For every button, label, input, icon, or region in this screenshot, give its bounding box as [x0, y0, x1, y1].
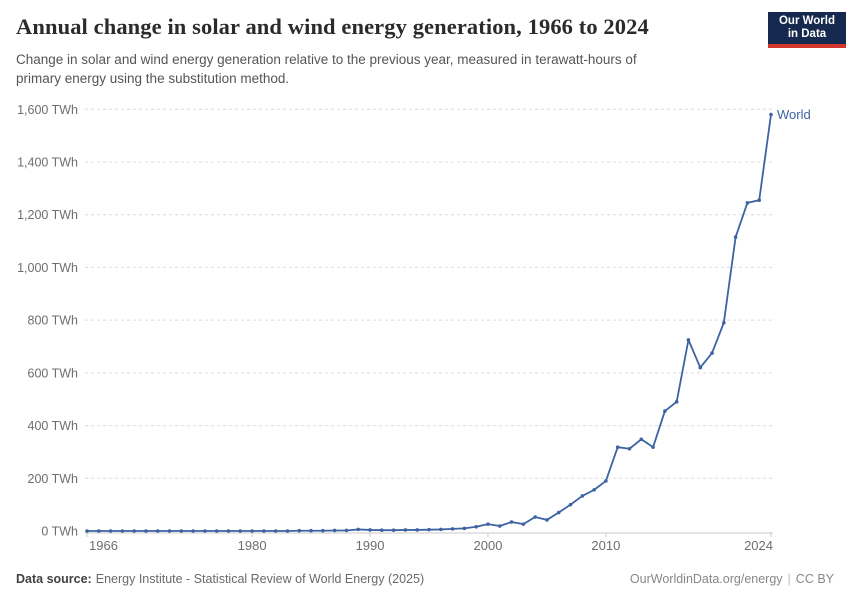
data-point[interactable]: [686, 338, 691, 342]
data-point[interactable]: [155, 529, 160, 533]
data-point[interactable]: [627, 446, 632, 451]
data-point[interactable]: [356, 527, 361, 532]
data-point[interactable]: [262, 529, 266, 533]
x-axis-tick-label: 1980: [238, 538, 267, 553]
data-point[interactable]: [120, 529, 125, 533]
data-point[interactable]: [167, 529, 172, 533]
footer-divider: |: [787, 572, 791, 586]
data-point[interactable]: [757, 198, 762, 202]
series-end-label[interactable]: World: [777, 107, 811, 122]
data-point[interactable]: [297, 528, 302, 533]
x-axis-tick-label: 2024: [744, 538, 773, 553]
data-point[interactable]: [214, 529, 219, 533]
data-point[interactable]: [450, 527, 455, 531]
data-point[interactable]: [438, 527, 443, 532]
owid-url-link[interactable]: OurWorldinData.org/energy: [629, 572, 783, 586]
data-point[interactable]: [321, 528, 325, 533]
line-chart: 0 TWh 200 TWh 400 TWh 600 TWh 800 TWh 1,000 T…: [17, 103, 811, 553]
data-point[interactable]: [674, 400, 679, 404]
data-point[interactable]: [486, 522, 490, 526]
y-axis-tick-label: 200 TWh: [28, 472, 79, 486]
data-point[interactable]: [285, 529, 290, 533]
trend-line: [86, 113, 772, 532]
data-point[interactable]: [769, 112, 773, 117]
data-point[interactable]: [462, 526, 467, 531]
chart-subtitle: Change in solar and wind energy generati…: [16, 52, 637, 87]
y-axis-tick-label: 1,200 TWh: [17, 208, 78, 222]
data-point[interactable]: [545, 518, 549, 522]
data-point[interactable]: [391, 528, 396, 533]
data-point[interactable]: [415, 528, 420, 532]
chart-title: Annual change in solar and wind energy g…: [16, 14, 649, 39]
data-point[interactable]: [250, 529, 254, 533]
y-axis-tick-label: 0 TWh: [41, 525, 78, 539]
data-point[interactable]: [203, 529, 207, 533]
data-point[interactable]: [722, 320, 726, 325]
data-point[interactable]: [403, 528, 408, 532]
data-point[interactable]: [108, 529, 113, 533]
y-axis-tick-label: 800 TWh: [28, 314, 79, 328]
data-source-text: Energy Institute - Statistical Review of…: [95, 572, 425, 586]
data-point[interactable]: [144, 529, 148, 533]
x-axis-tick-label: 2000: [474, 538, 503, 553]
x-axis-tick-label: 1990: [356, 538, 385, 553]
license-link[interactable]: CC BY: [795, 572, 834, 586]
owid-logo-line2: in Data: [787, 28, 827, 40]
y-axis-tick-label: 400 TWh: [28, 419, 79, 433]
data-point[interactable]: [615, 445, 620, 449]
data-point[interactable]: [639, 437, 644, 442]
data-point[interactable]: [651, 445, 655, 449]
data-point[interactable]: [521, 522, 526, 526]
data-point[interactable]: [698, 365, 703, 370]
data-point[interactable]: [309, 528, 313, 533]
data-point[interactable]: [191, 529, 195, 533]
y-axis-tick-label: 600 TWh: [28, 366, 79, 380]
data-point[interactable]: [380, 528, 384, 533]
footer-right: OurWorldinData.org/energy | CC BY: [630, 572, 834, 586]
owid-logo[interactable]: Our World in Data: [768, 12, 846, 48]
data-point[interactable]: [663, 409, 667, 413]
data-point[interactable]: [580, 494, 585, 498]
data-point[interactable]: [368, 528, 372, 532]
data-point[interactable]: [332, 528, 337, 533]
data-point[interactable]: [226, 529, 231, 533]
data-point[interactable]: [96, 529, 101, 533]
x-axis-tick-label: 1966: [89, 538, 118, 553]
y-axis-tick-label: 1,000 TWh: [17, 261, 78, 275]
y-axis-tick-label: 1,400 TWh: [17, 155, 78, 169]
data-source: Data source: Energy Institute - Statistic…: [16, 572, 424, 586]
data-point[interactable]: [474, 524, 478, 529]
data-point[interactable]: [497, 524, 502, 528]
data-point[interactable]: [745, 201, 750, 205]
data-point[interactable]: [344, 528, 349, 533]
data-point[interactable]: [238, 529, 243, 533]
data-source-label: Data source:: [16, 572, 92, 586]
data-point[interactable]: [592, 488, 596, 492]
data-point[interactable]: [85, 529, 89, 533]
data-point[interactable]: [509, 520, 514, 524]
data-point[interactable]: [273, 529, 278, 533]
data-point[interactable]: [132, 529, 136, 533]
data-point[interactable]: [568, 502, 573, 507]
data-point[interactable]: [427, 527, 431, 532]
data-point[interactable]: [604, 479, 608, 483]
data-point[interactable]: [556, 510, 561, 515]
y-axis-tick-label: 1,600 TWh: [17, 103, 78, 117]
data-point[interactable]: [733, 235, 738, 239]
data-point[interactable]: [533, 515, 537, 519]
x-axis-tick-label: 2010: [591, 538, 620, 553]
data-point[interactable]: [710, 351, 714, 355]
chart-footer: Data source: Energy Institute - Statistic…: [16, 572, 834, 586]
owid-logo-line1: Our World: [778, 15, 835, 27]
data-point[interactable]: [179, 529, 184, 533]
